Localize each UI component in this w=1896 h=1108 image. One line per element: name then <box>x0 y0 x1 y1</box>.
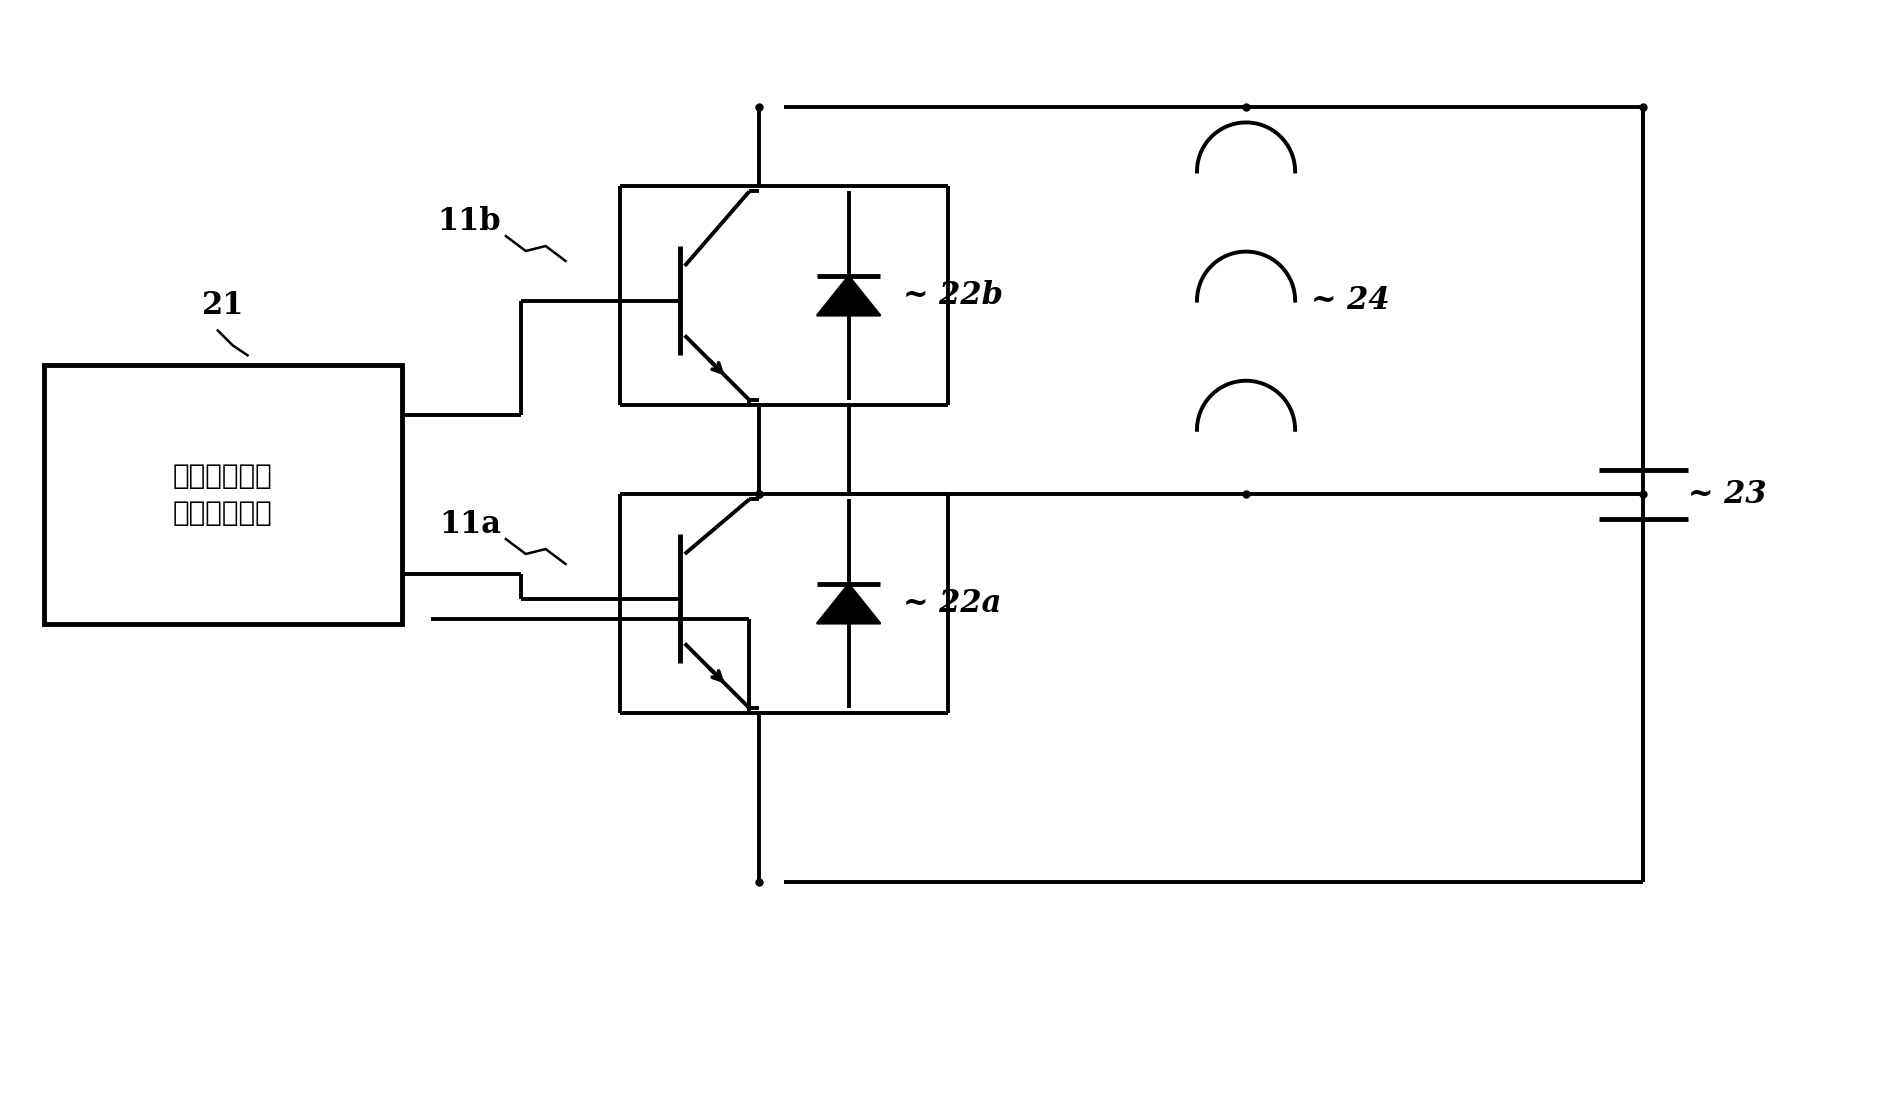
Text: ~ 24: ~ 24 <box>1310 285 1390 316</box>
Polygon shape <box>817 584 880 624</box>
Text: ~ 22a: ~ 22a <box>902 588 1001 619</box>
Text: ~ 22b: ~ 22b <box>902 280 1003 311</box>
Text: 11a: 11a <box>438 509 501 540</box>
Bar <box>44 366 402 624</box>
Polygon shape <box>817 276 880 316</box>
Text: 21: 21 <box>201 289 245 320</box>
Text: 11b: 11b <box>438 206 501 237</box>
Text: ~ 23: ~ 23 <box>1687 479 1767 510</box>
Text: 电力半导体元
件的驱动电路: 电力半导体元 件的驱动电路 <box>173 462 273 526</box>
